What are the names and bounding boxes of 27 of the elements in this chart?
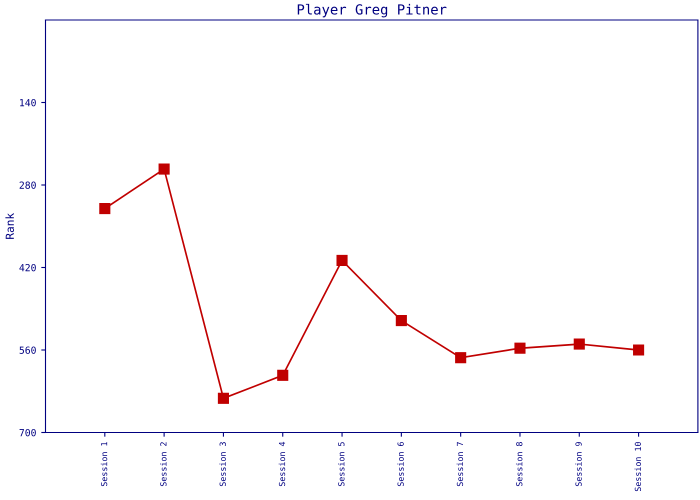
x-tick-label: Session 6 xyxy=(397,442,404,486)
x-tick-label: Session 1 xyxy=(100,442,108,486)
point xyxy=(336,254,348,266)
x-tick-label: Session 5 xyxy=(338,442,344,486)
y-tick-label: 140 xyxy=(20,99,36,106)
y-tick-label: 280 xyxy=(20,182,36,189)
x-tick-label: Session 4 xyxy=(278,442,286,486)
point xyxy=(99,203,110,214)
x-tick-label: Session 9 xyxy=(575,442,582,486)
point xyxy=(218,392,229,404)
y-axis-title: Rank xyxy=(5,213,14,239)
y-tick-label: 700 xyxy=(20,429,36,436)
x-tick-label: Session 2 xyxy=(160,442,167,486)
point xyxy=(514,342,526,354)
x-tick-label: Session 7 xyxy=(456,442,464,486)
point xyxy=(158,164,170,175)
point xyxy=(396,314,407,326)
y-tick-label: 420 xyxy=(19,264,36,272)
point xyxy=(574,338,585,350)
point xyxy=(455,352,466,364)
chart-title: Player Greg Pitner xyxy=(298,4,446,18)
point xyxy=(633,344,644,356)
y-tick-label: 560 xyxy=(20,346,36,354)
point xyxy=(277,370,288,381)
x-tick-label: Session 10 xyxy=(634,442,642,492)
x-tick-label: Session 3 xyxy=(219,442,226,486)
x-tick-label: Session 8 xyxy=(516,442,522,486)
